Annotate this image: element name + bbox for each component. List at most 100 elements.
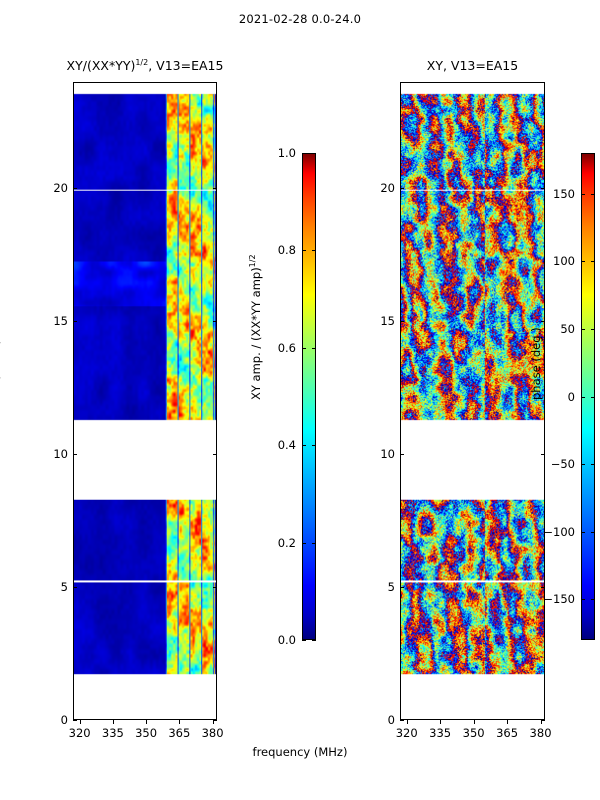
phase-cbtick-r-3 [591, 396, 595, 398]
y-ticklabel-5: 5 [60, 580, 68, 595]
y-tick-in-left-5 [213, 587, 217, 589]
y-tick-in-right-15 [541, 321, 545, 323]
left-title-tail: , V13=EA15 [148, 58, 224, 74]
y-tick-in-right-20 [541, 188, 545, 190]
y-tick-in-left-20 [213, 188, 217, 190]
x-ticklabel-right-320: 320 [395, 726, 418, 740]
y-tick-right-20 [400, 188, 404, 190]
x-tick-right-320 [406, 720, 408, 724]
phase-colorbar-gradient [582, 154, 594, 639]
y-ticklabel-right-15: 15 [380, 314, 395, 329]
x-tick-left-350 [146, 720, 148, 724]
x-tick-right-365 [507, 720, 509, 724]
amplitude-cbticklabel-4: 0.8 [277, 243, 296, 258]
amplitude-cbtick-r-1 [312, 542, 316, 544]
amplitude-colorbar-label: XY amp. / (XX*YY amp)1/2 [248, 254, 263, 400]
phase-cbtick-0 [581, 599, 585, 601]
phase-cbticklabel-0: −150 [543, 592, 575, 607]
amplitude-colorbar-gradient [303, 154, 315, 639]
x-tick-right-380 [540, 720, 542, 724]
y-ticklabel-10: 10 [53, 447, 68, 462]
phase-cbticklabel-2: −50 [550, 457, 575, 472]
y-tick-left-5 [73, 587, 77, 589]
amplitude-colorbar-label-exponent: 1/2 [248, 254, 257, 268]
phase-cbtick-3 [581, 396, 585, 398]
amplitude-cbtick-1 [302, 542, 306, 544]
x-ticklabel-right-350: 350 [462, 726, 485, 740]
amplitude-cbticklabel-2: 0.4 [277, 438, 296, 453]
phase-cbtick-r-2 [591, 464, 595, 466]
amplitude-cbticklabel-1: 0.2 [277, 535, 296, 550]
x-ticklabel-left-365: 365 [168, 726, 191, 740]
amplitude-cbtick-2 [302, 445, 306, 447]
y-tick-in-left-10 [213, 454, 217, 456]
y-tick-left-20 [73, 188, 77, 190]
amplitude-cbtick-r-5 [312, 153, 316, 154]
x-tick-left-335 [112, 720, 114, 724]
phase-cbtick-r-4 [591, 328, 595, 330]
amplitude-cbtick-0 [302, 640, 306, 641]
left-title-exponent: 1/2 [135, 58, 149, 67]
phase-cbticklabel-5: 100 [553, 254, 575, 269]
y-tick-in-right-5 [541, 587, 545, 589]
x-ticklabel-left-380: 380 [201, 726, 224, 740]
amplitude-cbticklabel-5: 1.0 [277, 146, 296, 160]
phase-cbticklabel-6: 150 [553, 186, 575, 201]
phase-cbticklabel-4: 50 [560, 321, 575, 336]
amplitude-cbtick-3 [302, 347, 306, 349]
amplitude-cbtick-r-4 [312, 250, 316, 252]
phase-cbtick-5 [581, 261, 585, 263]
figure-suptitle: 2021-02-28 0.0-24.0 [238, 12, 362, 26]
y-ticklabel-15: 15 [53, 314, 68, 329]
y-ticklabel-right-5: 5 [387, 580, 395, 595]
x-tick-right-335 [440, 720, 442, 724]
y-axis-label: UT (hours) [0, 339, 2, 400]
x-ticklabel-left-335: 335 [101, 726, 124, 740]
phase-cbtick-1 [581, 531, 585, 533]
x-ticklabel-right-335: 335 [429, 726, 452, 740]
y-tick-right-10 [400, 454, 404, 456]
y-tick-right-15 [400, 321, 404, 323]
x-ticklabel-left-320: 320 [68, 726, 91, 740]
amplitude-colorbar-label-main: XY amp. / (XX*YY amp) [248, 267, 263, 400]
amplitude-ratio-image [74, 83, 216, 719]
x-tick-left-320 [79, 720, 81, 724]
amplitude-cbtick-4 [302, 250, 306, 252]
amplitude-cbtick-5 [302, 153, 306, 154]
y-ticklabel-0: 0 [60, 713, 68, 727]
amplitude-cbticklabel-0: 0.0 [277, 633, 296, 647]
y-ticklabel-20: 20 [53, 181, 68, 196]
x-axis-label: frequency (MHz) [252, 745, 348, 759]
y-tick-in-right-10 [541, 454, 545, 456]
x-ticklabel-right-365: 365 [496, 726, 519, 740]
y-tick-right-5 [400, 587, 404, 589]
amplitude-cbticklabel-3: 0.6 [277, 340, 296, 355]
amplitude-cbtick-r-0 [312, 640, 316, 641]
amplitude-colorbar [302, 153, 316, 640]
y-ticklabel-right-0: 0 [387, 713, 395, 727]
y-tick-left-0 [73, 720, 77, 721]
x-ticklabel-left-350: 350 [135, 726, 158, 740]
phase-cbtick-4 [581, 328, 585, 330]
phase-cbtick-r-0 [591, 599, 595, 601]
y-tick-in-left-15 [213, 321, 217, 323]
left-panel-title: XY/(XX*YY)1/2, V13=EA15 [0, 58, 290, 73]
y-tick-in-left-0 [213, 720, 217, 721]
right-panel-title: XY, V13=EA15 [426, 58, 519, 73]
phase-cbtick-r-1 [591, 531, 595, 533]
y-tick-left-15 [73, 321, 77, 323]
x-tick-left-365 [179, 720, 181, 724]
y-tick-left-10 [73, 454, 77, 456]
amplitude-ratio-heatmap [73, 82, 217, 720]
y-tick-right-0 [400, 720, 404, 721]
phase-cbticklabel-3: 0 [567, 389, 575, 404]
amplitude-cbtick-r-2 [312, 445, 316, 447]
y-ticklabel-right-10: 10 [380, 447, 395, 462]
x-tick-left-380 [212, 720, 214, 724]
x-ticklabel-right-380: 380 [529, 726, 552, 740]
phase-cbtick-r-5 [591, 261, 595, 263]
phase-cbticklabel-1: −100 [543, 524, 575, 539]
x-tick-right-350 [473, 720, 475, 724]
y-tick-in-right-0 [541, 720, 545, 721]
